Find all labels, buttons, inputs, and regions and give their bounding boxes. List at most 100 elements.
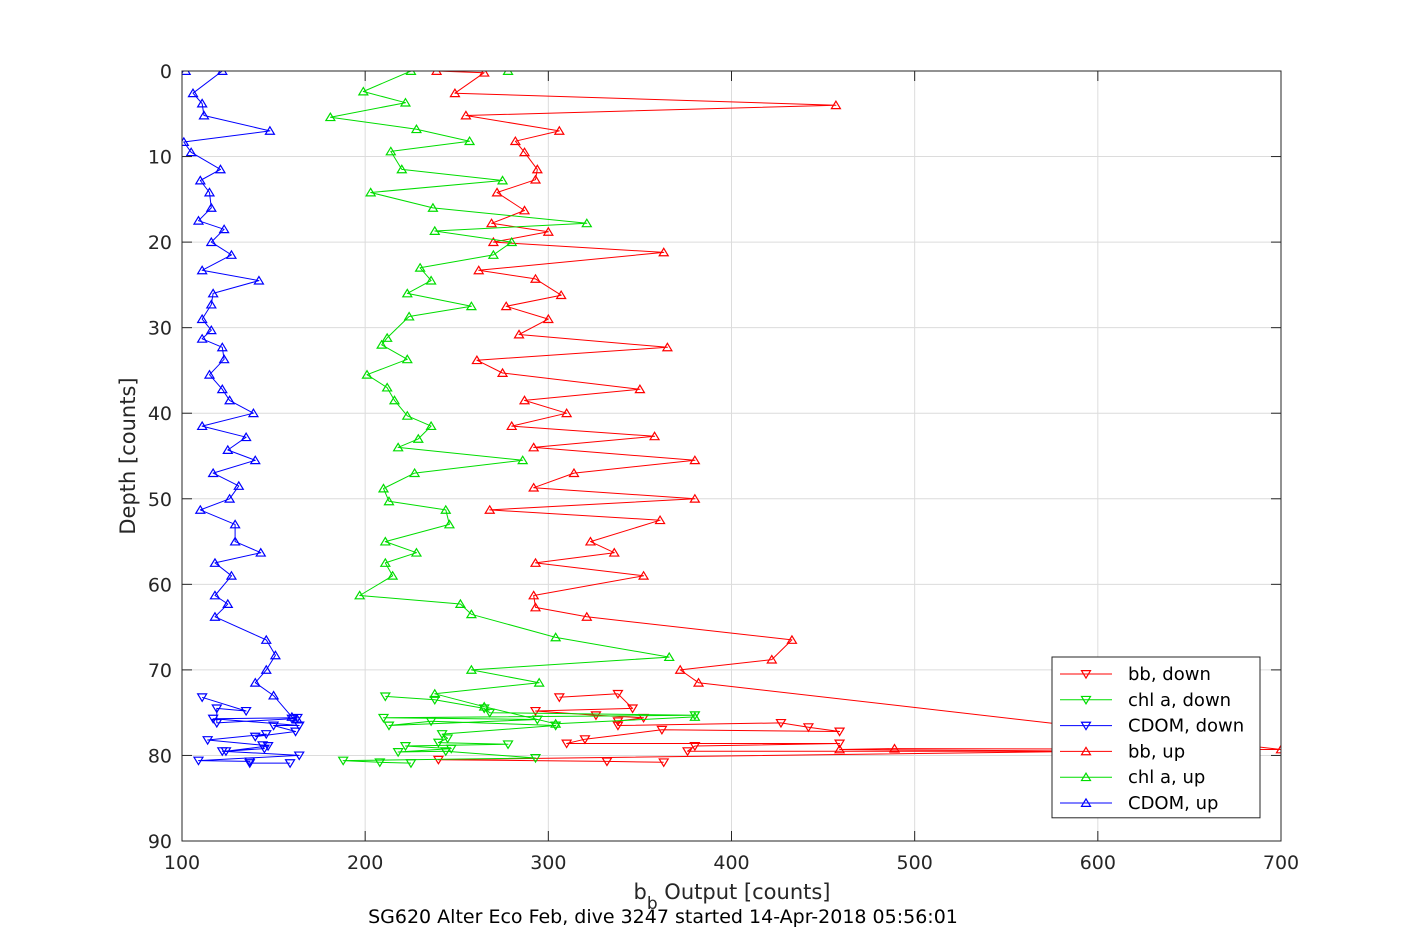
data-point	[377, 713, 390, 724]
data-point	[225, 570, 238, 580]
data-point	[550, 632, 562, 642]
data-point	[478, 701, 490, 711]
data-point	[465, 664, 477, 674]
data-point	[268, 721, 280, 731]
data-point	[425, 420, 437, 431]
data-point	[561, 408, 573, 418]
y-tick-label: 10	[148, 147, 172, 169]
legend-marker	[1080, 746, 1092, 756]
data-point	[529, 273, 542, 283]
data-point	[612, 689, 624, 700]
data-point	[529, 602, 542, 612]
data-point	[440, 504, 452, 514]
data-point	[471, 354, 483, 365]
data-point	[834, 744, 846, 754]
data-point	[502, 71, 514, 75]
data-point	[383, 496, 395, 506]
data-point	[454, 598, 466, 608]
caption: SG620 Alter Eco Feb, dive 3247 started 1…	[368, 906, 958, 928]
data-point	[365, 187, 377, 197]
data-point	[192, 215, 205, 225]
data-point	[216, 342, 228, 352]
data-point	[194, 504, 206, 514]
y-tick-label: 90	[148, 831, 172, 853]
data-point	[658, 758, 670, 768]
data-point	[196, 313, 208, 324]
data-point	[198, 110, 210, 120]
data-point	[487, 249, 499, 259]
data-point	[431, 71, 443, 75]
data-point	[465, 301, 477, 311]
data-point	[202, 736, 214, 746]
data-point	[689, 742, 701, 752]
data-point	[529, 754, 542, 764]
data-point	[196, 265, 208, 275]
x-tick-label: 600	[1080, 852, 1116, 874]
data-point	[465, 609, 477, 619]
data-point	[553, 693, 565, 703]
data-point	[409, 467, 421, 478]
legend-item: CDOM, up	[1060, 793, 1218, 814]
legend-item: chl a, down	[1060, 690, 1231, 711]
legend-label: CDOM, up	[1128, 793, 1218, 814]
data-point	[681, 747, 694, 757]
data-point	[392, 748, 404, 758]
x-tick-label: 300	[530, 852, 566, 874]
data-point	[264, 125, 276, 135]
data-point	[649, 431, 661, 441]
data-point	[487, 236, 499, 247]
data-point	[425, 275, 437, 285]
data-point	[440, 747, 452, 757]
data-point	[518, 395, 531, 405]
data-point	[377, 483, 390, 493]
data-point	[529, 557, 542, 567]
series-line-cdom-up	[183, 71, 298, 720]
data-point	[405, 759, 417, 769]
data-point	[608, 547, 620, 557]
data-point	[542, 313, 554, 324]
data-point	[496, 175, 509, 185]
legend-label: chl a, down	[1128, 690, 1231, 711]
data-point	[550, 721, 562, 731]
data-point	[513, 329, 525, 339]
legend-marker	[1080, 695, 1092, 706]
data-point	[518, 147, 531, 157]
data-point	[661, 342, 673, 352]
legend: bb, down chl a, down CDOM, down bb, up chl a…	[1051, 656, 1261, 819]
data-point	[385, 146, 397, 156]
data-point	[443, 519, 455, 529]
data-point	[414, 262, 426, 272]
data-point	[429, 695, 441, 706]
data-point	[209, 590, 221, 600]
data-point	[689, 493, 701, 503]
data-point	[410, 547, 423, 557]
legend-marker	[1080, 771, 1092, 782]
data-point	[284, 759, 296, 769]
data-point	[222, 444, 234, 454]
data-point	[262, 742, 274, 752]
y-tick-label: 30	[148, 318, 172, 340]
legend-label: chl a, up	[1128, 767, 1205, 788]
data-point	[207, 714, 219, 724]
data-point	[293, 751, 305, 761]
data-point	[216, 71, 228, 75]
legend-item: chl a, up	[1060, 767, 1205, 788]
data-point	[357, 86, 369, 96]
data-point	[429, 225, 441, 235]
data-point	[207, 288, 219, 298]
data-point	[205, 202, 217, 212]
data-point	[638, 570, 650, 580]
data-point	[473, 265, 485, 275]
data-point	[432, 738, 444, 748]
data-point	[253, 275, 265, 285]
data-point	[658, 247, 670, 257]
data-point	[830, 100, 842, 110]
data-point	[258, 744, 270, 754]
x-tick-label: 500	[897, 852, 933, 874]
y-tick-label: 20	[148, 232, 172, 254]
x-tick-label: 400	[713, 852, 749, 874]
data-point	[634, 384, 646, 394]
data-point	[533, 677, 545, 687]
data-point	[403, 311, 415, 321]
data-point	[209, 611, 221, 621]
